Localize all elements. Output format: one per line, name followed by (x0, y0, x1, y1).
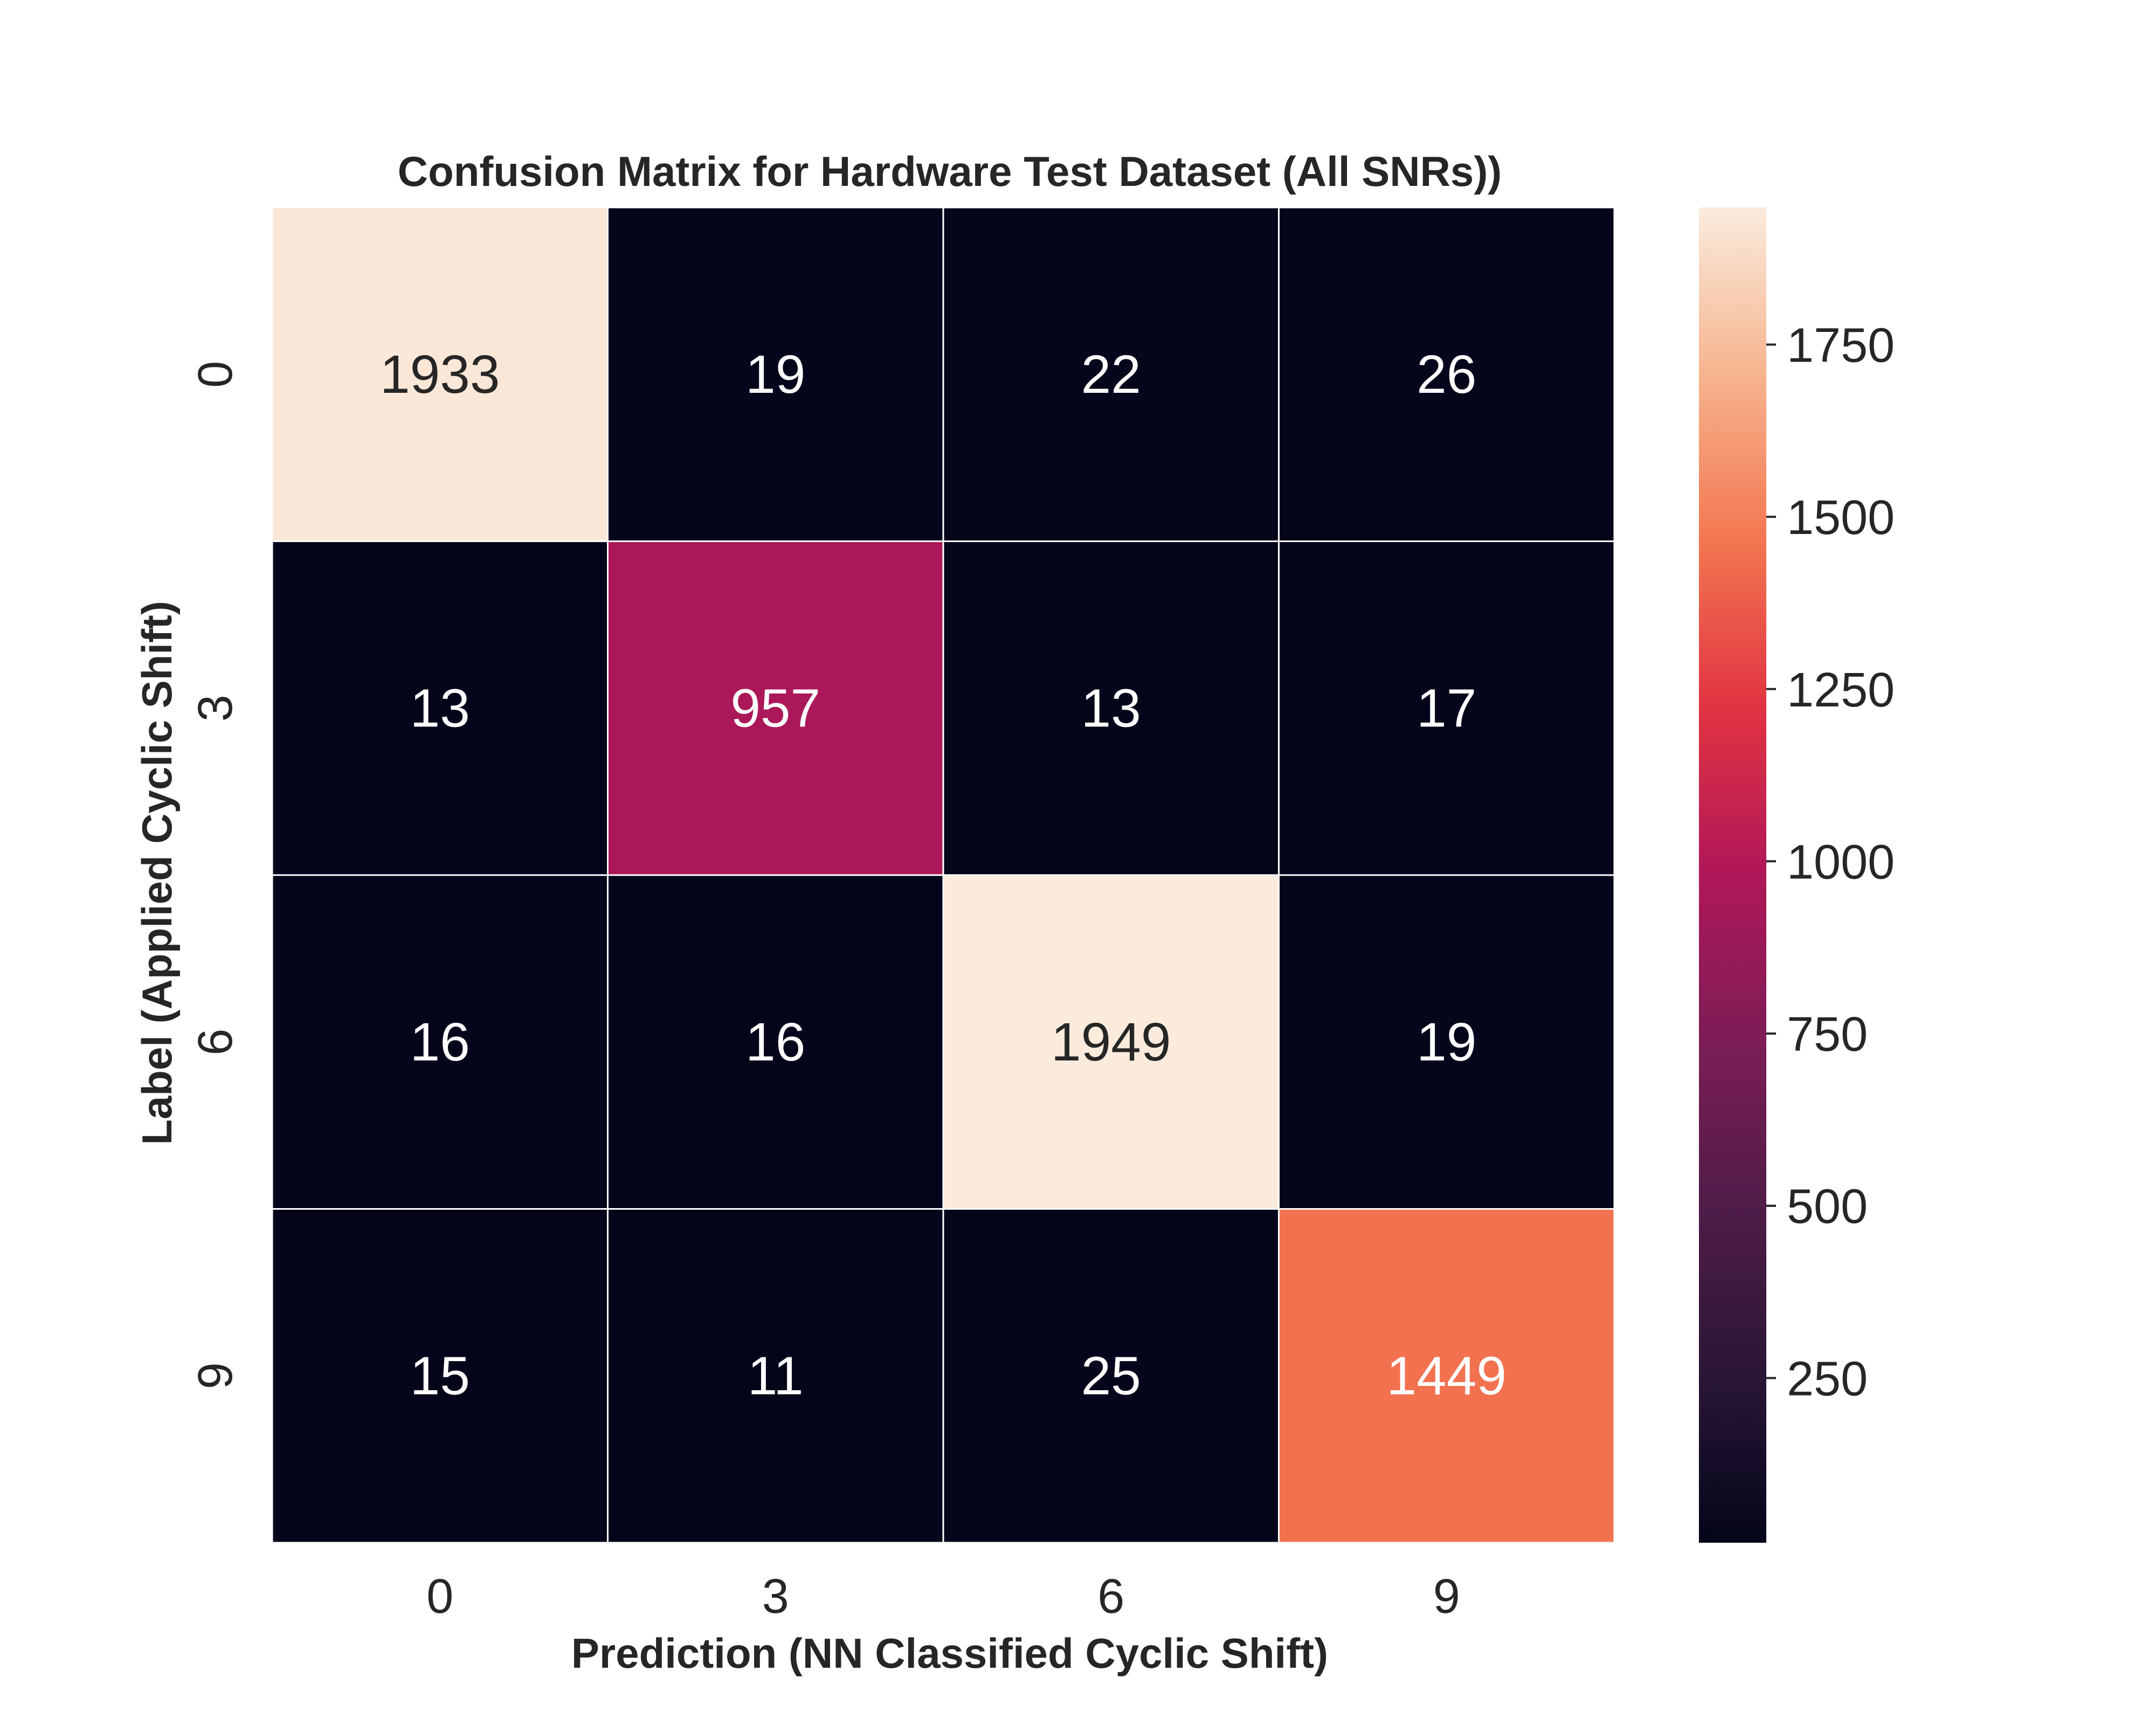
colorbar-ticks: 250 500 750 1000 1250 1500 1750 (1766, 318, 1895, 1406)
heatmap-cell-r2-c3 (1278, 874, 1615, 1210)
heatmap-cell-r1-c0 (271, 540, 609, 876)
cell-value-label: 26 (1416, 344, 1476, 405)
y-tick-label: 3 (189, 695, 243, 722)
colorbar-tick-label: 750 (1787, 1008, 1868, 1062)
cell-value-label: 957 (730, 678, 820, 738)
heatmap-cell-r3-c0 (271, 1208, 609, 1544)
y-tick-label: 9 (189, 1362, 243, 1389)
chart-title: Confusion Matrix for Hardware Test Datas… (398, 148, 1502, 195)
heatmap-cell-r0-c2 (942, 206, 1280, 542)
y-tick-label: 0 (189, 361, 243, 388)
x-axis-label: Prediction (NN Classified Cyclic Shift) (571, 1629, 1328, 1677)
heatmap-cell-r3-c3 (1278, 1208, 1615, 1544)
cell-value-label: 16 (410, 1012, 470, 1072)
colorbar-tick-label: 1750 (1787, 318, 1895, 372)
y-axis-label: Label (Applied Cyclic Shift) (133, 601, 181, 1145)
colorbar (1699, 207, 1766, 1543)
x-tick-label: 9 (1433, 1570, 1460, 1624)
cell-value-label: 1449 (1387, 1345, 1507, 1406)
colorbar-tick-label: 1500 (1787, 491, 1895, 545)
heatmap-cells: 1933 19 22 26 13 957 13 17 16 16 1949 19 15 11 25 1449 (271, 206, 1615, 1544)
x-tick-label: 3 (762, 1570, 789, 1624)
cell-value-label: 17 (1416, 678, 1476, 738)
x-tick-labels: 0 3 6 9 (426, 1570, 1460, 1624)
heatmap-cell-r1-c1 (607, 540, 944, 876)
cell-value-label: 19 (1416, 1012, 1476, 1072)
cell-value-label: 16 (745, 1012, 805, 1072)
x-tick-label: 0 (426, 1570, 453, 1624)
colorbar-tick-label: 1000 (1787, 835, 1895, 889)
heatmap-cell-r1-c3 (1278, 540, 1615, 876)
cell-value-label: 19 (745, 344, 805, 405)
heatmap-cell-r0-c0 (271, 206, 609, 542)
cell-value-label: 1949 (1051, 1012, 1171, 1072)
cell-value-label: 22 (1081, 344, 1141, 405)
cell-value-label: 11 (748, 1345, 804, 1406)
cell-value-label: 13 (410, 678, 470, 738)
colorbar-tick-label: 500 (1787, 1180, 1868, 1234)
cell-value-label: 1933 (380, 344, 500, 405)
heatmap-cell-r0-c3 (1278, 206, 1615, 542)
heatmap-cell-r1-c2 (942, 540, 1280, 876)
heatmap-cell-r3-c2 (942, 1208, 1280, 1544)
colorbar-tick-label: 250 (1787, 1352, 1868, 1406)
x-tick-label: 6 (1097, 1570, 1124, 1624)
cell-value-label: 15 (410, 1345, 470, 1406)
cell-value-label: 25 (1081, 1345, 1141, 1406)
heatmap-cell-r0-c1 (607, 206, 944, 542)
heatmap-cell-r2-c1 (607, 874, 944, 1210)
heatmap-cell-r3-c1 (607, 1208, 944, 1544)
cell-value-label: 13 (1081, 678, 1141, 738)
y-tick-labels: 0 3 6 9 (189, 361, 243, 1390)
colorbar-tick-label: 1250 (1787, 663, 1895, 717)
y-tick-label: 6 (189, 1029, 243, 1056)
